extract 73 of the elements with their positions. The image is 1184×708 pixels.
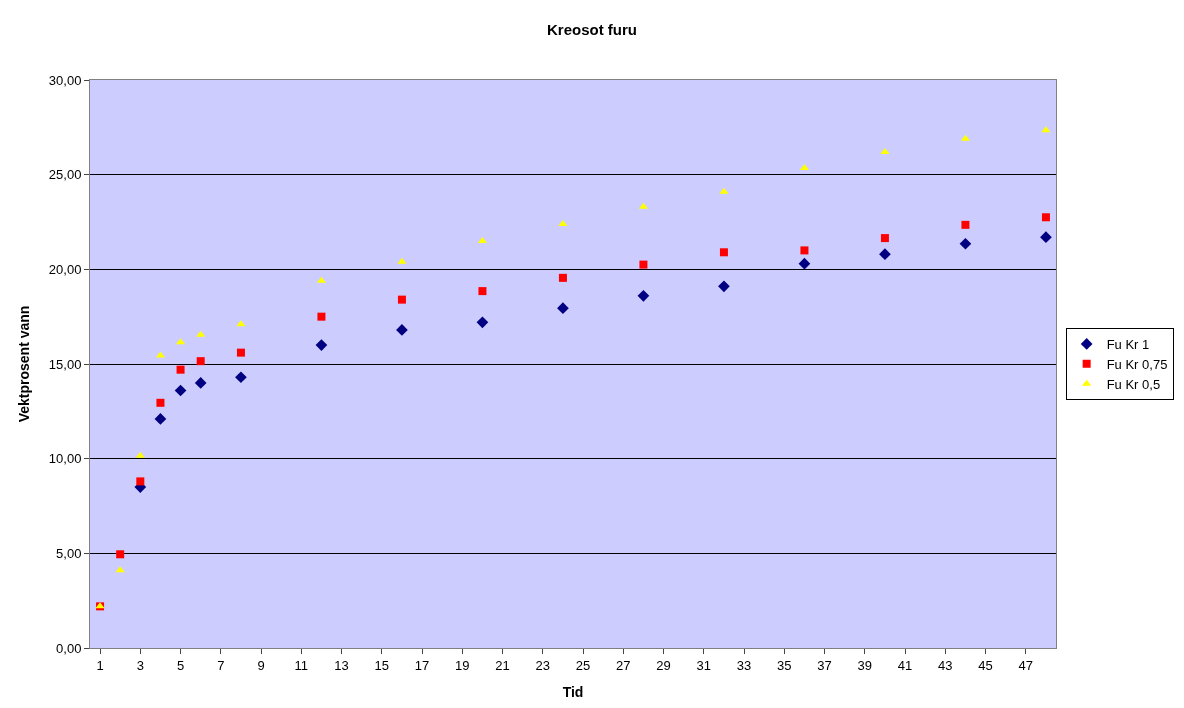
point bbox=[558, 273, 567, 282]
point bbox=[558, 219, 568, 226]
x-axis-title: Tid bbox=[562, 683, 584, 700]
y-tick-label: 5,00 bbox=[56, 545, 82, 561]
point bbox=[1040, 231, 1052, 243]
legend-label: Fu Kr 0,5 bbox=[1106, 376, 1161, 392]
point bbox=[719, 187, 729, 194]
point bbox=[116, 550, 125, 559]
x-tick-label: 31 bbox=[696, 657, 712, 673]
point bbox=[397, 295, 406, 304]
point bbox=[719, 248, 728, 257]
point bbox=[637, 289, 650, 302]
x-tick-label: 17 bbox=[414, 657, 430, 673]
point bbox=[800, 246, 809, 255]
point bbox=[196, 357, 205, 366]
point bbox=[476, 316, 489, 329]
y-axis-title: Vektprosent vann bbox=[16, 305, 33, 423]
x-tick-label: 25 bbox=[575, 657, 591, 673]
point bbox=[154, 413, 167, 425]
point bbox=[718, 280, 730, 293]
point bbox=[1041, 213, 1050, 222]
point bbox=[961, 220, 970, 229]
point bbox=[176, 365, 185, 374]
x-tick-label: 37 bbox=[817, 657, 832, 673]
x-tick-label: 45 bbox=[978, 657, 993, 673]
x-tick-label: 1 bbox=[96, 657, 104, 673]
point bbox=[174, 384, 187, 397]
point bbox=[194, 377, 207, 389]
point bbox=[135, 451, 145, 458]
point bbox=[236, 348, 245, 357]
x-tick-label: 3 bbox=[136, 657, 144, 673]
point bbox=[557, 302, 569, 314]
x-tick-label: 19 bbox=[455, 657, 470, 673]
point bbox=[959, 237, 972, 250]
point bbox=[315, 339, 328, 351]
y-tick-label: 15,00 bbox=[48, 356, 82, 372]
x-tick-label: 41 bbox=[897, 657, 913, 673]
point bbox=[317, 312, 326, 321]
y-tick-label: 25,00 bbox=[48, 167, 82, 183]
point bbox=[196, 330, 206, 337]
y-tick-label: 10,00 bbox=[48, 451, 82, 467]
point bbox=[396, 324, 408, 336]
x-tick-label: 13 bbox=[334, 657, 349, 673]
point bbox=[879, 248, 891, 261]
point bbox=[798, 257, 811, 270]
legend-label: Fu Kr 0,75 bbox=[1106, 356, 1168, 372]
x-tick-label: 11 bbox=[294, 657, 309, 673]
x-tick-label: 5 bbox=[176, 657, 185, 673]
point bbox=[397, 257, 407, 264]
y-tick-label: 20,00 bbox=[48, 261, 82, 277]
point bbox=[880, 234, 889, 243]
point bbox=[478, 287, 487, 296]
x-tick-label: 29 bbox=[656, 657, 671, 673]
point bbox=[880, 147, 890, 154]
x-tick-label: 27 bbox=[616, 657, 631, 673]
x-tick-label: 9 bbox=[257, 657, 265, 673]
point bbox=[235, 371, 247, 384]
point bbox=[156, 398, 165, 407]
x-tick-label: 23 bbox=[535, 657, 551, 673]
chart-title: Kreosot furu bbox=[547, 21, 637, 39]
x-tick-label: 47 bbox=[1018, 657, 1034, 673]
point bbox=[136, 477, 145, 486]
y-tick-label: 30,00 bbox=[48, 72, 82, 88]
x-tick-label: 35 bbox=[777, 657, 792, 673]
x-tick-label: 21 bbox=[495, 657, 510, 673]
x-tick-label: 15 bbox=[374, 657, 390, 673]
y-tick-label: 0,00 bbox=[56, 640, 82, 656]
x-tick-label: 33 bbox=[736, 657, 752, 673]
x-tick-label: 43 bbox=[938, 657, 953, 673]
x-tick-label: 7 bbox=[217, 657, 225, 673]
x-tick-label: 39 bbox=[857, 657, 873, 673]
legend-label: Fu Kr 1 bbox=[1106, 337, 1150, 353]
point bbox=[639, 260, 648, 269]
